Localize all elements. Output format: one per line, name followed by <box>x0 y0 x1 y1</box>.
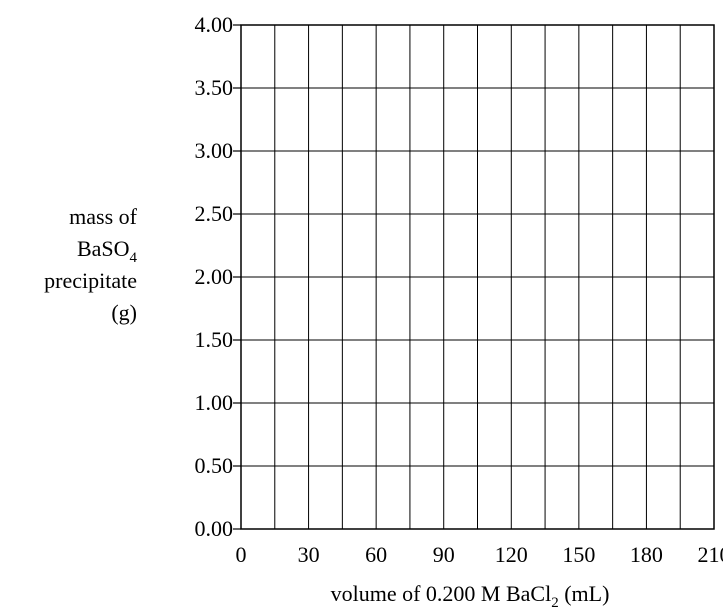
y-tick-label: 1.00 <box>195 390 234 415</box>
x-tick-label: 150 <box>562 542 595 567</box>
x-tick-label: 0 <box>236 542 247 567</box>
plot-frame <box>233 24 715 530</box>
y-tick-label: 0.50 <box>195 453 234 478</box>
x-tick-label: 120 <box>495 542 528 567</box>
x-axis-title-subscript: 2 <box>551 595 559 611</box>
x-tick-label: 60 <box>365 542 387 567</box>
y-tick-label: 4.00 <box>195 12 234 37</box>
y-tick-label: 1.50 <box>195 327 234 352</box>
x-axis-title-unit: (mL) <box>559 581 610 606</box>
y-axis-title-line-2-main: BaSO <box>77 236 130 261</box>
y-tick-label: 0.00 <box>195 516 234 541</box>
y-axis-title-line-2-subscript: 4 <box>130 250 138 266</box>
y-axis-title: mass of BaSO4 precipitate (g) <box>44 204 138 325</box>
x-axis-title-main: volume of 0.200 M BaCl <box>331 581 552 606</box>
y-axis-title-line-2: BaSO4 <box>77 236 138 266</box>
y-tick-label: 3.00 <box>195 138 234 163</box>
x-tick-labels: 0 30 60 90 120 150 180 210 <box>236 542 723 567</box>
x-tick-label: 90 <box>433 542 455 567</box>
grid <box>240 24 715 530</box>
y-tick-label: 2.50 <box>195 201 234 226</box>
y-axis-title-line-1: mass of <box>69 204 138 229</box>
x-tick-label: 210 <box>698 542 723 567</box>
y-axis-title-line-3: precipitate <box>44 268 137 293</box>
x-tick-label: 180 <box>630 542 663 567</box>
x-tick-label: 30 <box>298 542 320 567</box>
y-tick-labels: 0.00 0.50 1.00 1.50 2.00 2.50 3.00 3.50 4.00 <box>195 12 234 541</box>
x-axis-title: volume of 0.200 M BaCl2 (mL) <box>331 581 610 611</box>
y-tick-label: 3.50 <box>195 75 234 100</box>
y-tick-label: 2.00 <box>195 264 234 289</box>
y-axis-title-line-4: (g) <box>111 300 137 325</box>
